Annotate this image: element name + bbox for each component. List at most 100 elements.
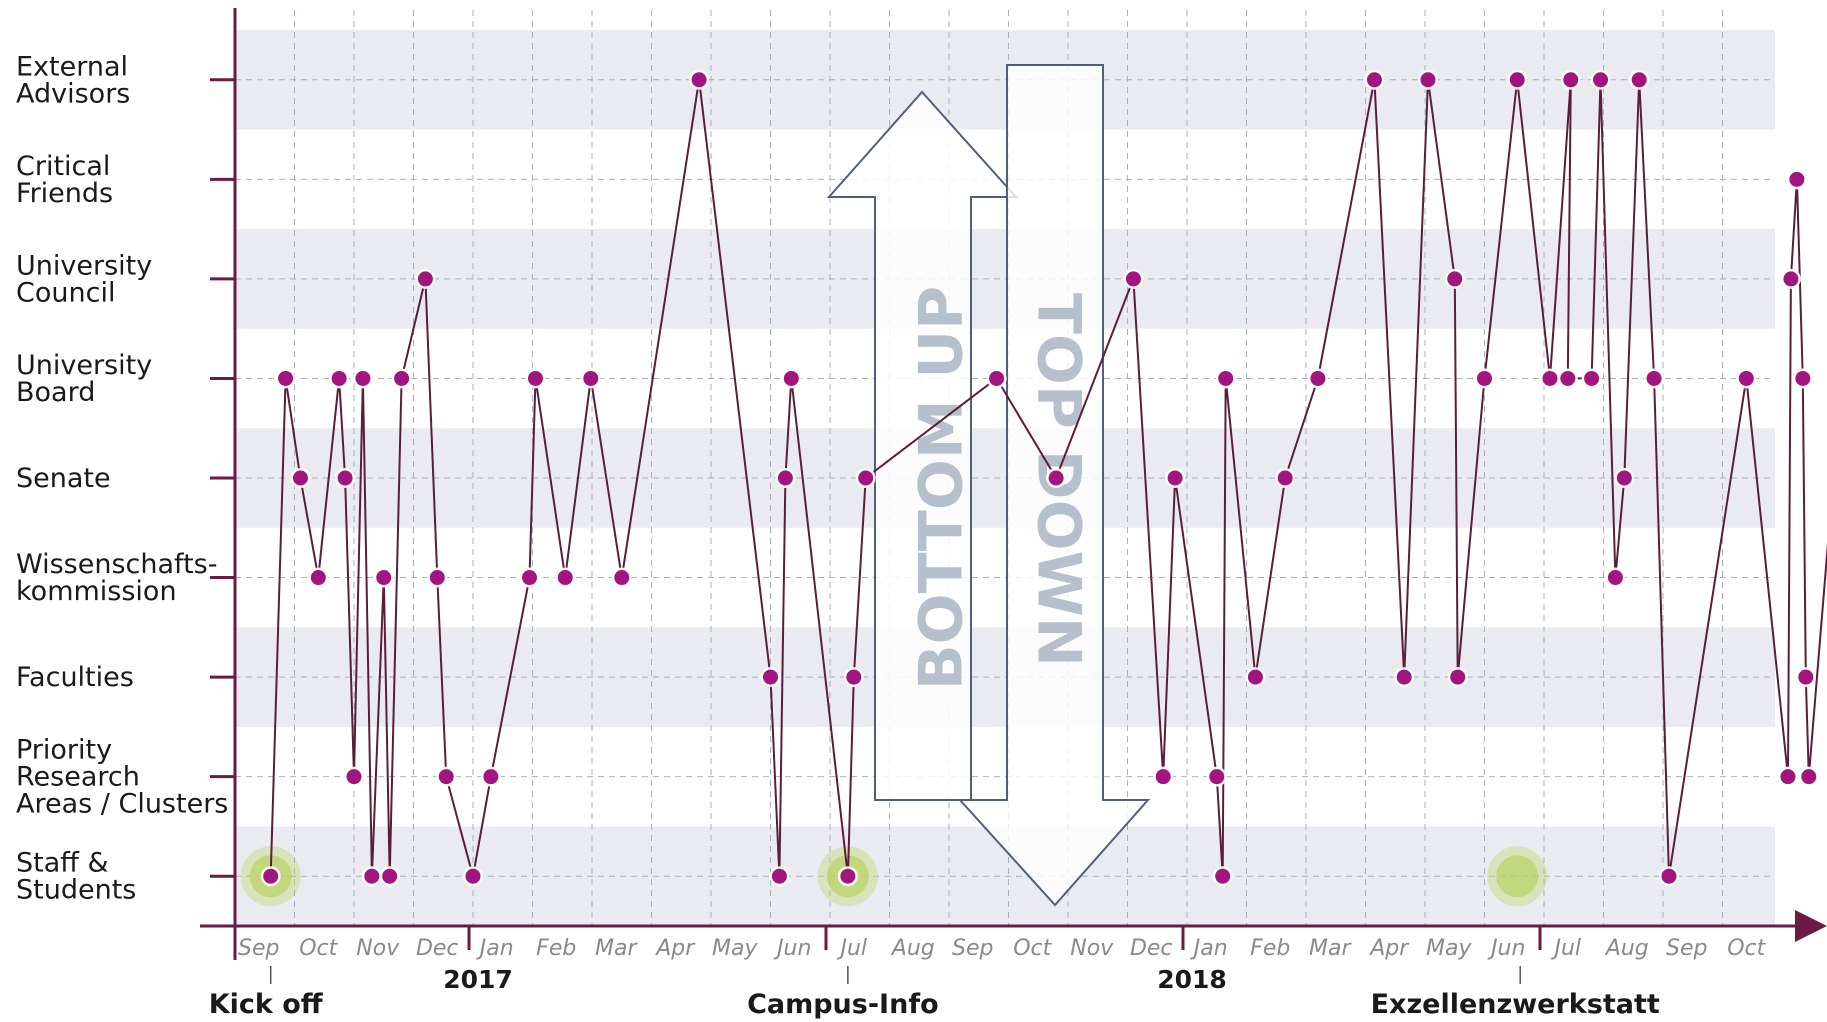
month-label: May bbox=[1426, 936, 1472, 961]
data-point bbox=[292, 470, 308, 486]
data-point bbox=[1560, 370, 1576, 386]
y-axis-labels: External Advisors Critical Friends Universit… bbox=[16, 51, 228, 905]
data-point bbox=[1396, 669, 1412, 685]
data-point bbox=[763, 669, 778, 685]
data-point bbox=[438, 769, 454, 785]
event-label: Campus-Info bbox=[747, 989, 939, 1020]
data-point bbox=[346, 769, 362, 785]
y-label: Priority Research Areas / Clusters bbox=[16, 735, 228, 820]
data-point bbox=[1215, 868, 1231, 884]
data-point bbox=[483, 769, 499, 785]
data-point bbox=[1646, 370, 1662, 386]
y-label: Wissenschafts-kommission bbox=[16, 549, 217, 607]
data-point bbox=[1450, 669, 1466, 685]
data-point bbox=[783, 370, 799, 386]
y-label: Staff & Students bbox=[16, 848, 136, 906]
data-point bbox=[1125, 271, 1141, 287]
series-path bbox=[269, 78, 1827, 878]
month-label: Oct bbox=[1727, 936, 1766, 961]
month-label: Nov bbox=[1070, 936, 1114, 961]
month-label: Jul bbox=[1550, 936, 1581, 961]
data-point bbox=[382, 868, 398, 884]
data-point bbox=[278, 370, 294, 386]
y-label: Critical Friends bbox=[16, 151, 113, 209]
data-points bbox=[260, 69, 1819, 887]
month-label: Sep bbox=[238, 936, 279, 961]
data-point bbox=[1310, 370, 1326, 386]
month-label: Nov bbox=[356, 936, 400, 961]
y-label: University Council bbox=[16, 250, 152, 308]
data-point bbox=[527, 370, 543, 386]
month-label: Aug bbox=[1604, 936, 1649, 961]
month-label: May bbox=[712, 936, 758, 961]
data-point bbox=[777, 470, 793, 486]
direction-arrows: BOTTOM UP TOP DOWN bbox=[826, 64, 1151, 907]
month-label: Sep bbox=[1666, 936, 1707, 961]
year-label: 2018 bbox=[1157, 965, 1227, 994]
month-label: Jan bbox=[476, 936, 514, 961]
month-label: Jun bbox=[1487, 936, 1525, 961]
month-label: Feb bbox=[1250, 936, 1290, 961]
event-labels: Kick off Campus-Info Exzellenzwerkstatt bbox=[209, 966, 1660, 1020]
data-point bbox=[1780, 769, 1796, 785]
month-label: Jun bbox=[773, 936, 811, 961]
y-label: External Advisors bbox=[16, 51, 130, 109]
year-label: 2017 bbox=[443, 965, 513, 994]
month-label: Mar bbox=[1309, 936, 1352, 961]
data-point bbox=[263, 868, 279, 884]
month-label: Apr bbox=[1368, 936, 1410, 961]
data-point bbox=[557, 570, 573, 586]
y-label: University Board bbox=[16, 350, 152, 408]
month-label: Dec bbox=[1130, 936, 1173, 961]
event-label: Kick off bbox=[209, 989, 324, 1020]
month-label: Aug bbox=[890, 936, 935, 961]
data-point bbox=[376, 570, 392, 586]
data-point bbox=[429, 570, 445, 586]
data-point bbox=[1167, 470, 1183, 486]
data-point bbox=[355, 370, 371, 386]
y-label: Senate bbox=[16, 463, 111, 494]
data-point bbox=[1563, 72, 1579, 88]
data-point bbox=[1798, 669, 1814, 685]
data-point bbox=[1616, 470, 1632, 486]
data-point bbox=[1366, 72, 1382, 88]
month-label: Apr bbox=[654, 936, 696, 961]
month-label: Jul bbox=[836, 936, 867, 961]
month-label: Sep bbox=[952, 936, 993, 961]
data-point bbox=[1155, 769, 1171, 785]
data-point bbox=[989, 370, 1005, 386]
x-axis-labels: Sep Oct Nov Dec Jan Feb Mar Apr May Jun Jul Aug Sep O… bbox=[238, 936, 1767, 994]
data-point bbox=[846, 669, 862, 685]
month-label: Mar bbox=[595, 936, 638, 961]
data-point bbox=[1584, 370, 1600, 386]
data-point bbox=[1738, 370, 1754, 386]
data-point bbox=[417, 271, 433, 287]
data-point bbox=[840, 868, 856, 884]
data-point bbox=[1420, 72, 1436, 88]
data-point bbox=[1789, 171, 1805, 187]
data-point bbox=[522, 570, 538, 586]
data-point bbox=[1247, 669, 1263, 685]
data-point bbox=[858, 470, 874, 486]
data-point bbox=[1277, 470, 1293, 486]
data-point bbox=[1661, 868, 1677, 884]
highlight-halo bbox=[1496, 855, 1539, 898]
data-point bbox=[1631, 72, 1647, 88]
month-label: Feb bbox=[536, 936, 576, 961]
data-point bbox=[614, 570, 630, 586]
data-point bbox=[1801, 769, 1817, 785]
month-label: Dec bbox=[416, 936, 459, 961]
event-label: Exzellenzwerkstatt bbox=[1371, 989, 1660, 1020]
data-point bbox=[1593, 72, 1609, 88]
month-label: Oct bbox=[299, 936, 338, 961]
data-point bbox=[1795, 370, 1811, 386]
data-point bbox=[310, 570, 326, 586]
data-point bbox=[1447, 271, 1463, 287]
data-point bbox=[1048, 470, 1064, 486]
data-point bbox=[331, 370, 347, 386]
data-point bbox=[394, 370, 410, 386]
month-label: Jan bbox=[1190, 936, 1228, 961]
data-point bbox=[1783, 271, 1799, 287]
data-point bbox=[465, 868, 481, 884]
